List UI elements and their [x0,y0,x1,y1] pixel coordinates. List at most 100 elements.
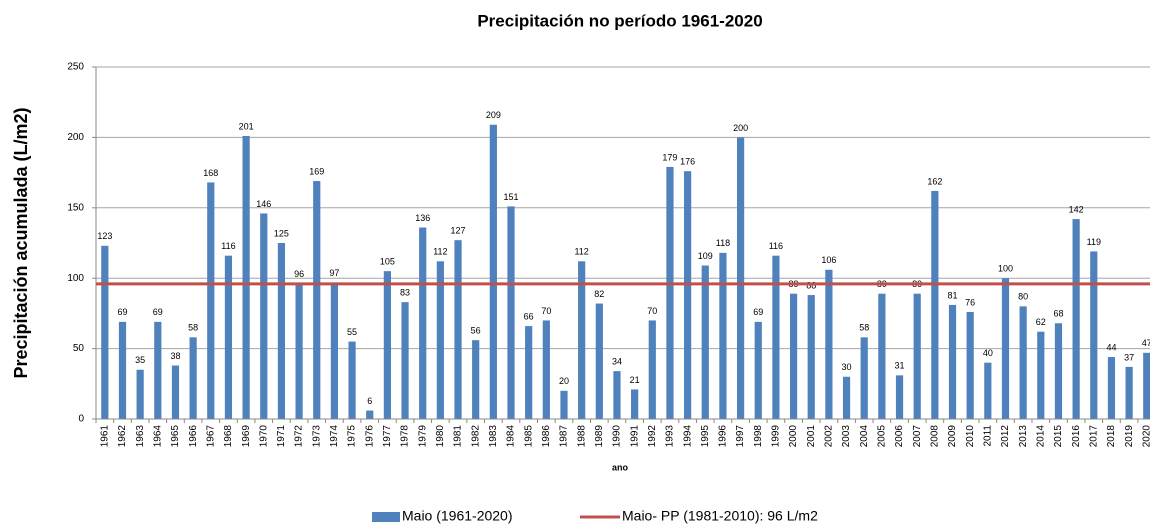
bar [825,269,833,419]
bar [966,311,974,419]
data-label: 35 [135,355,145,365]
x-tick-label: 1997 [735,425,746,448]
data-label: 109 [698,251,713,261]
bar [701,265,709,419]
bar [277,243,286,419]
data-label: 88 [806,280,816,290]
x-tick-label: 1963 [135,425,146,448]
x-tick-label: 1961 [99,425,110,448]
x-tick-label: 1984 [506,425,517,448]
bar [948,304,957,419]
x-tick-label: 2001 [806,425,817,448]
data-label: 66 [524,311,534,321]
x-tick-label: 1967 [205,425,216,448]
chart-title: Precipitación no período 1961-2020 [477,11,762,30]
data-label: 55 [347,327,357,337]
bar [772,255,780,419]
bar [101,245,109,419]
x-tick-label: 1962 [117,425,128,448]
data-label: 68 [1053,309,1063,319]
x-tick-label: 1975 [347,425,358,448]
data-label: 70 [541,306,551,316]
bar [560,390,568,419]
bar [207,182,215,419]
y-tick-label: 200 [67,132,84,143]
bar [719,252,727,419]
bar [860,337,868,419]
data-label: 97 [329,268,339,278]
data-label: 58 [859,323,869,333]
data-label: 116 [769,241,783,251]
x-tick-label: 1996 [718,425,729,448]
x-tick-label: 1964 [152,425,163,448]
x-tick-label: 1994 [682,425,693,448]
bar [1001,278,1010,419]
x-tick-label: 1979 [417,425,428,448]
x-tick-label: 1982 [470,425,481,448]
data-label: 112 [433,247,447,257]
bar [401,302,409,419]
data-label: 34 [612,357,622,367]
data-label: 201 [239,121,254,131]
data-label: 127 [451,226,466,236]
bar [578,261,586,419]
bar [242,135,250,419]
data-label: 69 [753,307,763,317]
bar [931,190,939,419]
x-tick-label: 1971 [276,425,287,448]
data-label: 116 [221,241,235,251]
data-label: 146 [256,199,271,209]
x-tick-label: 1993 [665,425,676,448]
y-tick-label: 50 [73,343,85,354]
data-label: 56 [471,326,481,336]
data-label: 168 [203,168,218,178]
x-tick-label: 2002 [824,425,835,448]
x-tick-label: 2010 [965,425,976,448]
bar [1143,352,1150,419]
bar [631,389,639,419]
bar [542,320,550,419]
y-tick-label: 150 [67,202,84,213]
data-label: 37 [1124,352,1134,362]
data-label: 62 [1036,317,1046,327]
x-tick-label: 1976 [364,425,375,448]
y-tick-label: 0 [78,414,84,425]
x-tick-label: 2012 [1000,425,1011,448]
bar [878,293,886,419]
bar [436,261,444,419]
bar [136,369,144,419]
data-label: 209 [486,110,501,120]
x-tick-label: 1998 [753,425,764,448]
data-label: 119 [1087,237,1101,247]
bar [1107,357,1116,419]
bar [684,171,692,419]
bar [913,293,921,419]
bar [1125,366,1133,419]
bar [1037,331,1045,419]
x-tick-label: 2008 [929,425,940,448]
x-tick-label: 2013 [1018,425,1029,448]
bar [984,362,992,419]
x-tick-label: 1966 [188,425,199,448]
x-tick-label: 1970 [258,425,269,448]
x-tick-label: 2015 [1053,425,1064,448]
data-label: 200 [733,123,748,133]
bar [189,337,197,419]
x-tick-label: 2004 [859,425,870,448]
y-tick-label: 100 [67,273,84,284]
bar [807,295,815,419]
bar [348,341,356,419]
bar [613,371,621,419]
bar [736,137,745,419]
x-axis-title: ano [612,462,629,472]
x-tick-label: 1981 [453,425,464,448]
data-label: 118 [716,238,730,248]
bar [754,321,762,419]
x-tick-label: 2011 [982,425,993,447]
x-tick-label: 2019 [1124,425,1135,448]
data-label: 6 [367,396,372,406]
data-label: 58 [188,323,198,333]
data-label: 31 [895,361,905,371]
data-label: 70 [647,306,657,316]
x-tick-label: 1978 [400,425,411,448]
